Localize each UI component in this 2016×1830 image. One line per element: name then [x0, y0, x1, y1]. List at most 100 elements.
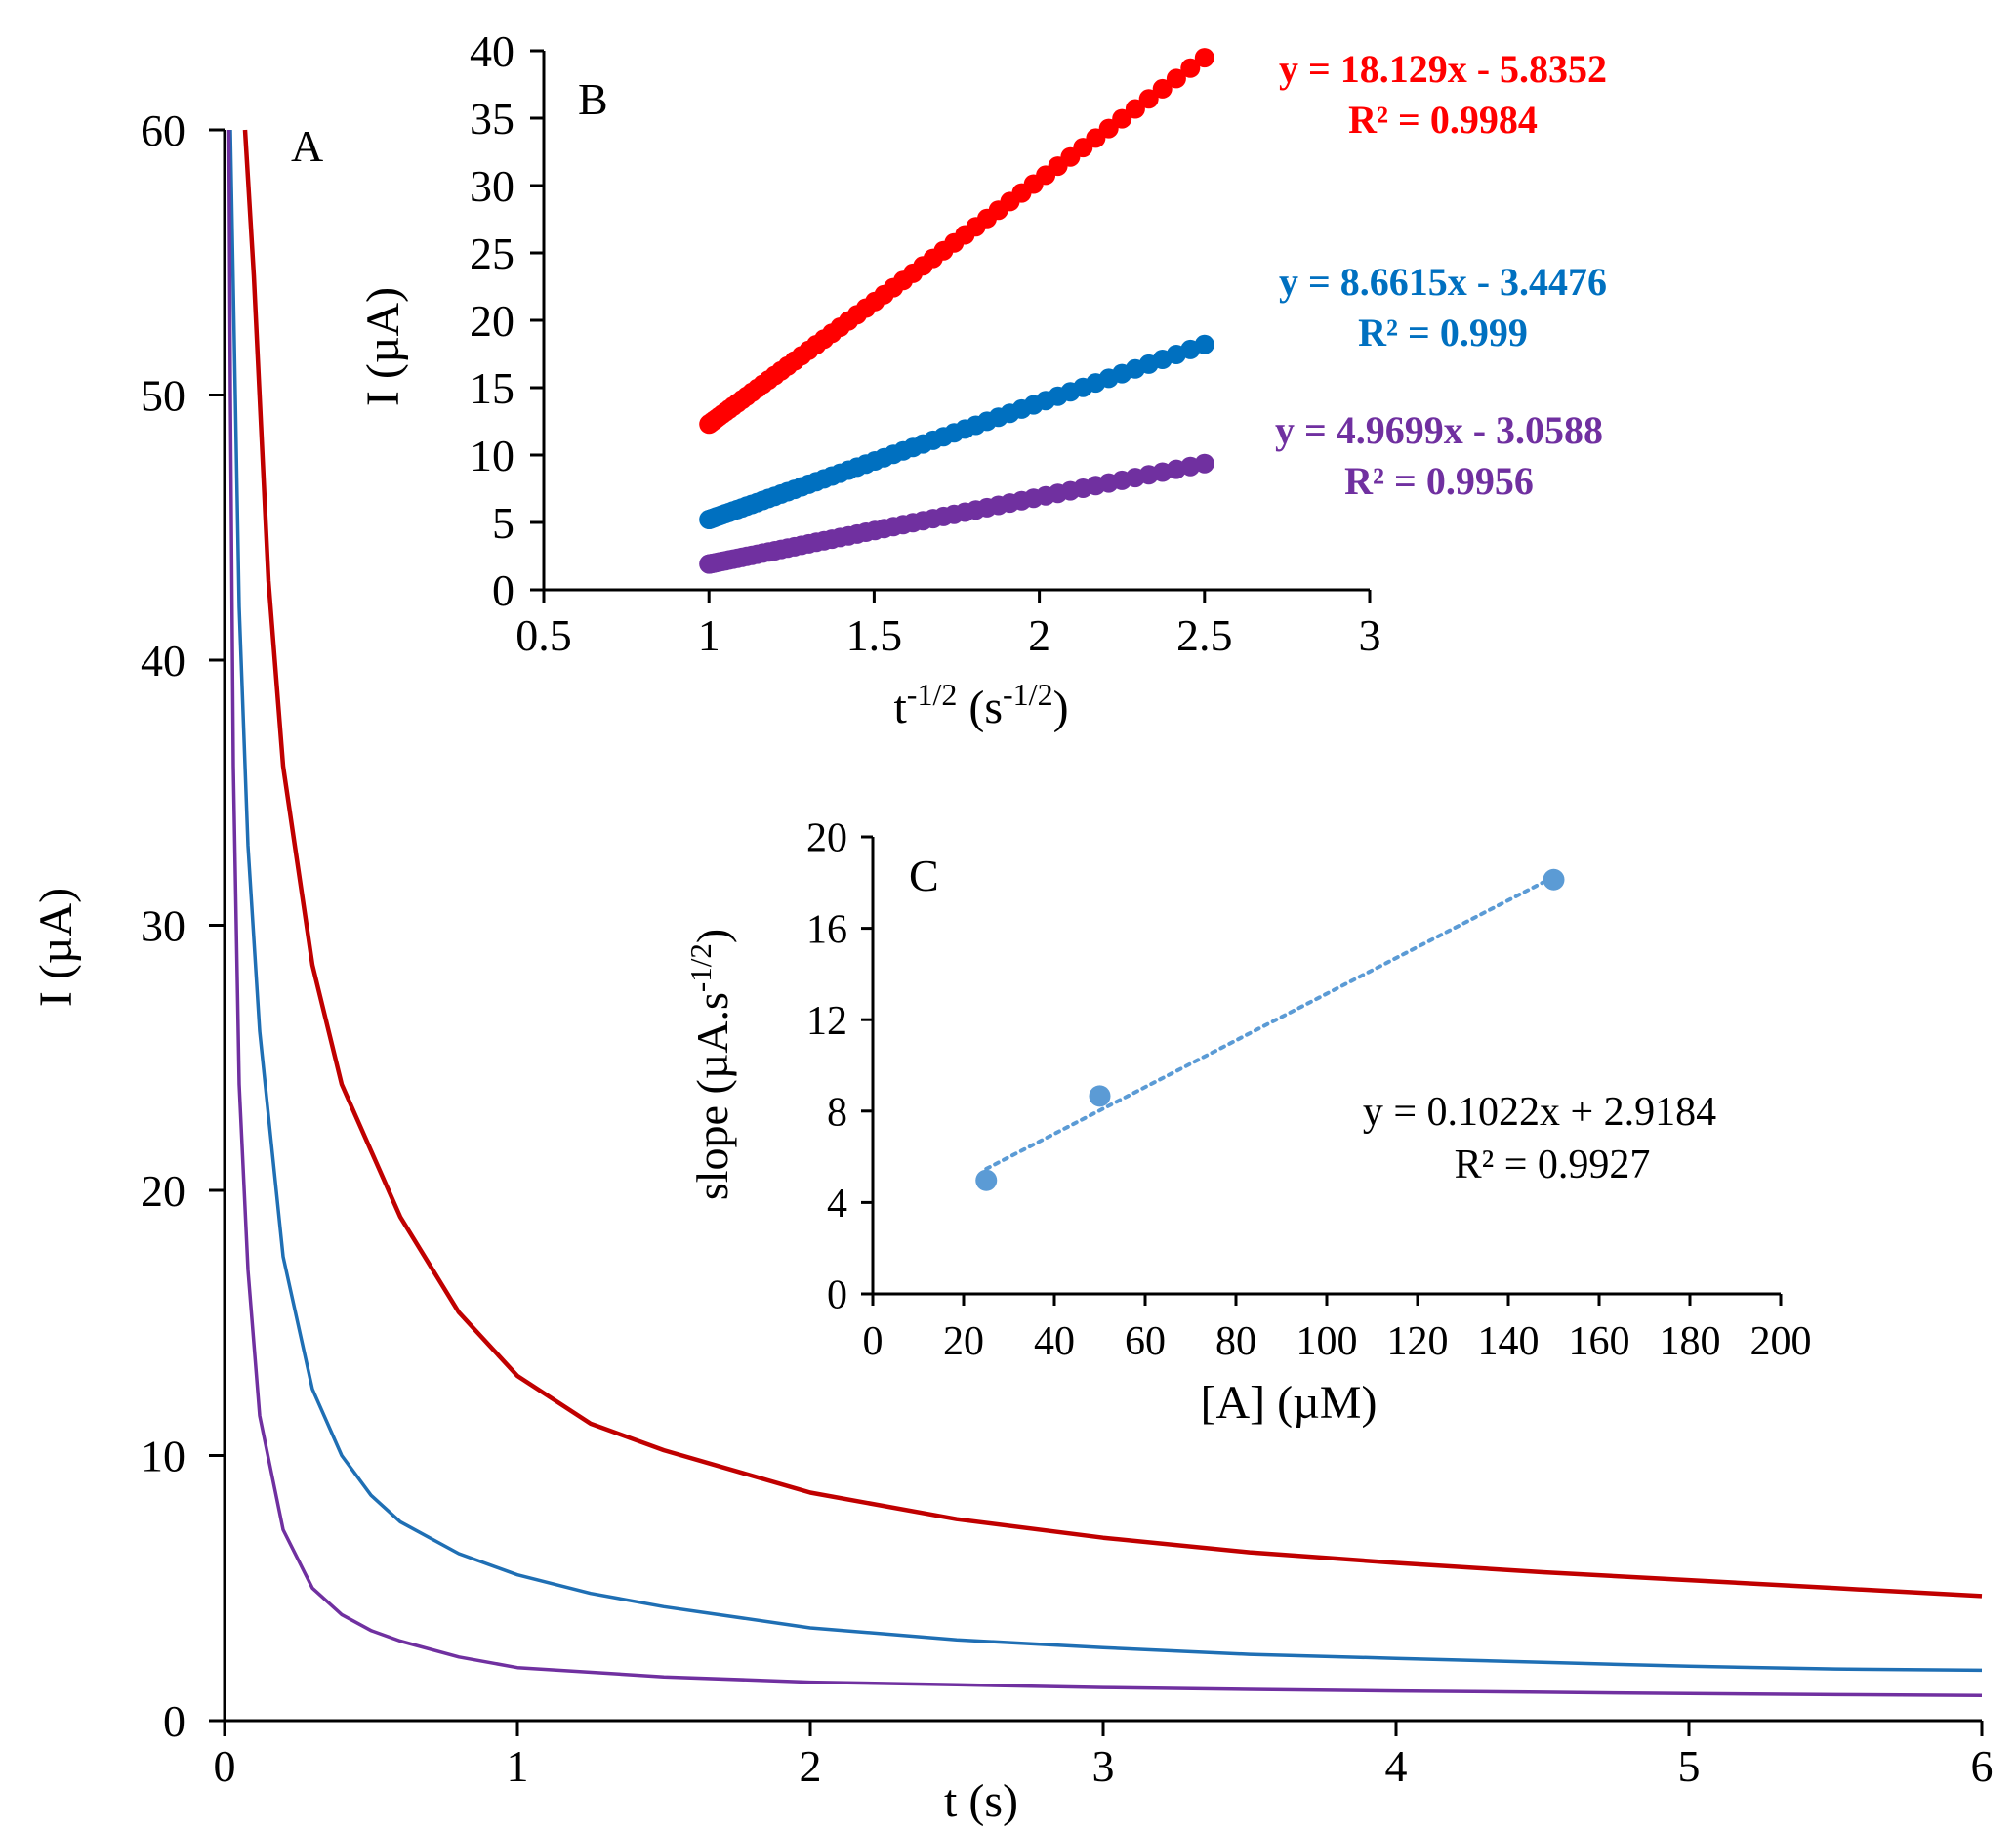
panel-c-x-tick-label: 100: [1296, 1319, 1358, 1364]
panel-c-ticks: 0 20 40 60 80 100 120 140 160 180 200 0 4 8 12 16 20: [806, 816, 1812, 1364]
panel-c-y-tick-label: 12: [806, 999, 847, 1044]
panel-c-x-tick-label: 160: [1569, 1319, 1630, 1364]
panel-b-y-tick-label: 35: [470, 94, 514, 144]
panel-b-x-axis-label: t-1/2 (s-1/2): [893, 677, 1068, 733]
panel-b-y-tick-label: 15: [470, 363, 514, 413]
panel-c-y-tick-label: 20: [806, 816, 847, 861]
panel-a-y-axis-label: I (µA): [30, 888, 82, 1007]
panel-b-point: [1138, 89, 1159, 109]
panel-b-x-tick-label: 3: [1359, 610, 1381, 660]
panel-a-x-tick-label: 1: [507, 1741, 529, 1791]
panel-a-x-tick-label: 0: [214, 1741, 236, 1791]
panel-a-y-tick-label: 30: [141, 901, 185, 951]
panel-b-series-blue: [699, 334, 1214, 529]
panel-c-x-tick-label: 140: [1478, 1319, 1540, 1364]
panel-b-y-tick-label: 0: [492, 565, 514, 615]
panel-b-y-tick-label: 40: [470, 26, 514, 76]
panel-b-red-equation: y = 18.129x - 5.8352: [1279, 47, 1607, 91]
panel-a-series-purple: [226, 129, 1983, 1697]
panel-b-series-red: [699, 48, 1214, 435]
panel-a-x-tick-label: 5: [1678, 1741, 1701, 1791]
panel-c-label: C: [909, 851, 939, 900]
panel-c-x-tick-label: 180: [1660, 1319, 1721, 1364]
panel-a-y-tick-label: 10: [141, 1432, 185, 1481]
panel-c-y-axis-label-sup: -1/2: [683, 943, 718, 992]
panel-b-x-tick-label: 1.5: [846, 610, 903, 660]
panel-b-x-axis-label-unit-sup: -1/2: [1003, 677, 1053, 712]
panel-a-series-red: [242, 129, 1983, 1599]
panel-a-x-tick-label: 2: [800, 1741, 822, 1791]
panel-a-y-tick-label: 20: [141, 1166, 185, 1216]
panel-c-x-tick-label: 120: [1387, 1319, 1449, 1364]
panel-a-series-blue: [228, 129, 1983, 1673]
panel-b-x-axis-label-unit: (s: [968, 682, 1003, 733]
panel-c-x-tick-label: 60: [1125, 1319, 1166, 1364]
panel-c: 0 20 40 60 80 100 120 140 160 180 200 0 4 8 12 16 20 C […: [683, 816, 1812, 1429]
panel-b-label: B: [578, 74, 608, 124]
panel-b-y-tick-label: 20: [470, 296, 514, 346]
panel-b-point: [1152, 78, 1173, 99]
panel-a-y-tick-label: 0: [163, 1696, 185, 1746]
panel-c-trendline: [984, 874, 1556, 1171]
panel-b-y-tick-label: 10: [470, 431, 514, 480]
panel-b-x-tick-label: 2: [1028, 610, 1050, 660]
panel-b-x-tick-label: 1: [698, 610, 720, 660]
panel-b-point: [1112, 108, 1132, 129]
panel-b-x-axis-label-t: t: [893, 682, 907, 733]
panel-c-y-tick-label: 0: [827, 1273, 847, 1318]
panel-b-x-axis-label-close: ): [1053, 682, 1069, 733]
panel-c-x-tick-label: 20: [943, 1319, 984, 1364]
panel-c-y-tick-label: 4: [827, 1182, 847, 1227]
panel-c-y-tick-label: 16: [806, 907, 847, 952]
panel-a-x-tick-label: 3: [1092, 1741, 1115, 1791]
panel-c-x-axis-label: [A] (µM): [1201, 1377, 1378, 1429]
panel-a-y-tick-label: 60: [141, 105, 185, 155]
panel-b-y-tick-label: 25: [470, 229, 514, 278]
panel-b-y-tick-label: 30: [470, 161, 514, 211]
panel-a-x-tick-label: 6: [1971, 1741, 1994, 1791]
panel-a-y-tick-label: 50: [141, 371, 185, 421]
panel-b-y-tick-label: 5: [492, 498, 514, 548]
panel-b-point: [1125, 99, 1145, 119]
panel-c-point: [1089, 1085, 1111, 1107]
panel-a-x-tick-label: 4: [1385, 1741, 1408, 1791]
panel-b-y-axis-label: I (µA): [357, 287, 409, 406]
panel-a-x-axis-label: t (s): [944, 1775, 1018, 1827]
panel-b-red-r2: R² = 0.9984: [1348, 98, 1538, 142]
panel-b-x-tick-label: 2.5: [1176, 610, 1233, 660]
panel-c-y-axis-label: slope (µA.s-1/2): [683, 929, 737, 1200]
panel-c-x-tick-label: 80: [1215, 1319, 1256, 1364]
panel-a-y-tick-label: 40: [141, 636, 185, 686]
panel-c-y-axis-label-close: ): [687, 929, 737, 943]
panel-b-point: [1166, 68, 1186, 89]
panel-b-series-purple: [699, 453, 1214, 574]
panel-c-equation: y = 0.1022x + 2.9184: [1363, 1090, 1716, 1135]
panel-a-label: A: [291, 121, 323, 171]
panel-b-point: [1194, 334, 1214, 354]
panel-b-point: [1194, 48, 1214, 68]
panel-c-x-tick-label: 40: [1034, 1319, 1075, 1364]
panel-b-purple-equation: y = 4.9699x - 3.0588: [1275, 408, 1603, 452]
panel-b-blue-equation: y = 8.6615x - 3.4476: [1279, 260, 1607, 304]
panel-b-plot-area: [699, 48, 1214, 574]
panel-c-plot-area: [975, 868, 1565, 1191]
panel-c-r2: R² = 0.9927: [1455, 1143, 1651, 1187]
panel-b-x-tick-label: 0.5: [515, 610, 572, 660]
panel-c-y-tick-label: 8: [827, 1091, 847, 1136]
panel-a-plot-area: [226, 129, 1983, 1697]
panel-c-y-axis-label-main: slope (µA.s: [687, 992, 737, 1200]
panel-b-purple-r2: R² = 0.9956: [1344, 459, 1534, 503]
panel-c-x-tick-label: 0: [863, 1319, 884, 1364]
panel-c-x-tick-label: 200: [1750, 1319, 1812, 1364]
panel-b-point: [1194, 453, 1214, 474]
panel-b-x-axis-label-sup: -1/2: [907, 677, 958, 712]
panel-b-blue-r2: R² = 0.999: [1358, 311, 1528, 354]
panel-b-point: [1180, 58, 1201, 78]
panel-c-point: [1543, 868, 1565, 891]
panel-c-point: [975, 1169, 998, 1191]
